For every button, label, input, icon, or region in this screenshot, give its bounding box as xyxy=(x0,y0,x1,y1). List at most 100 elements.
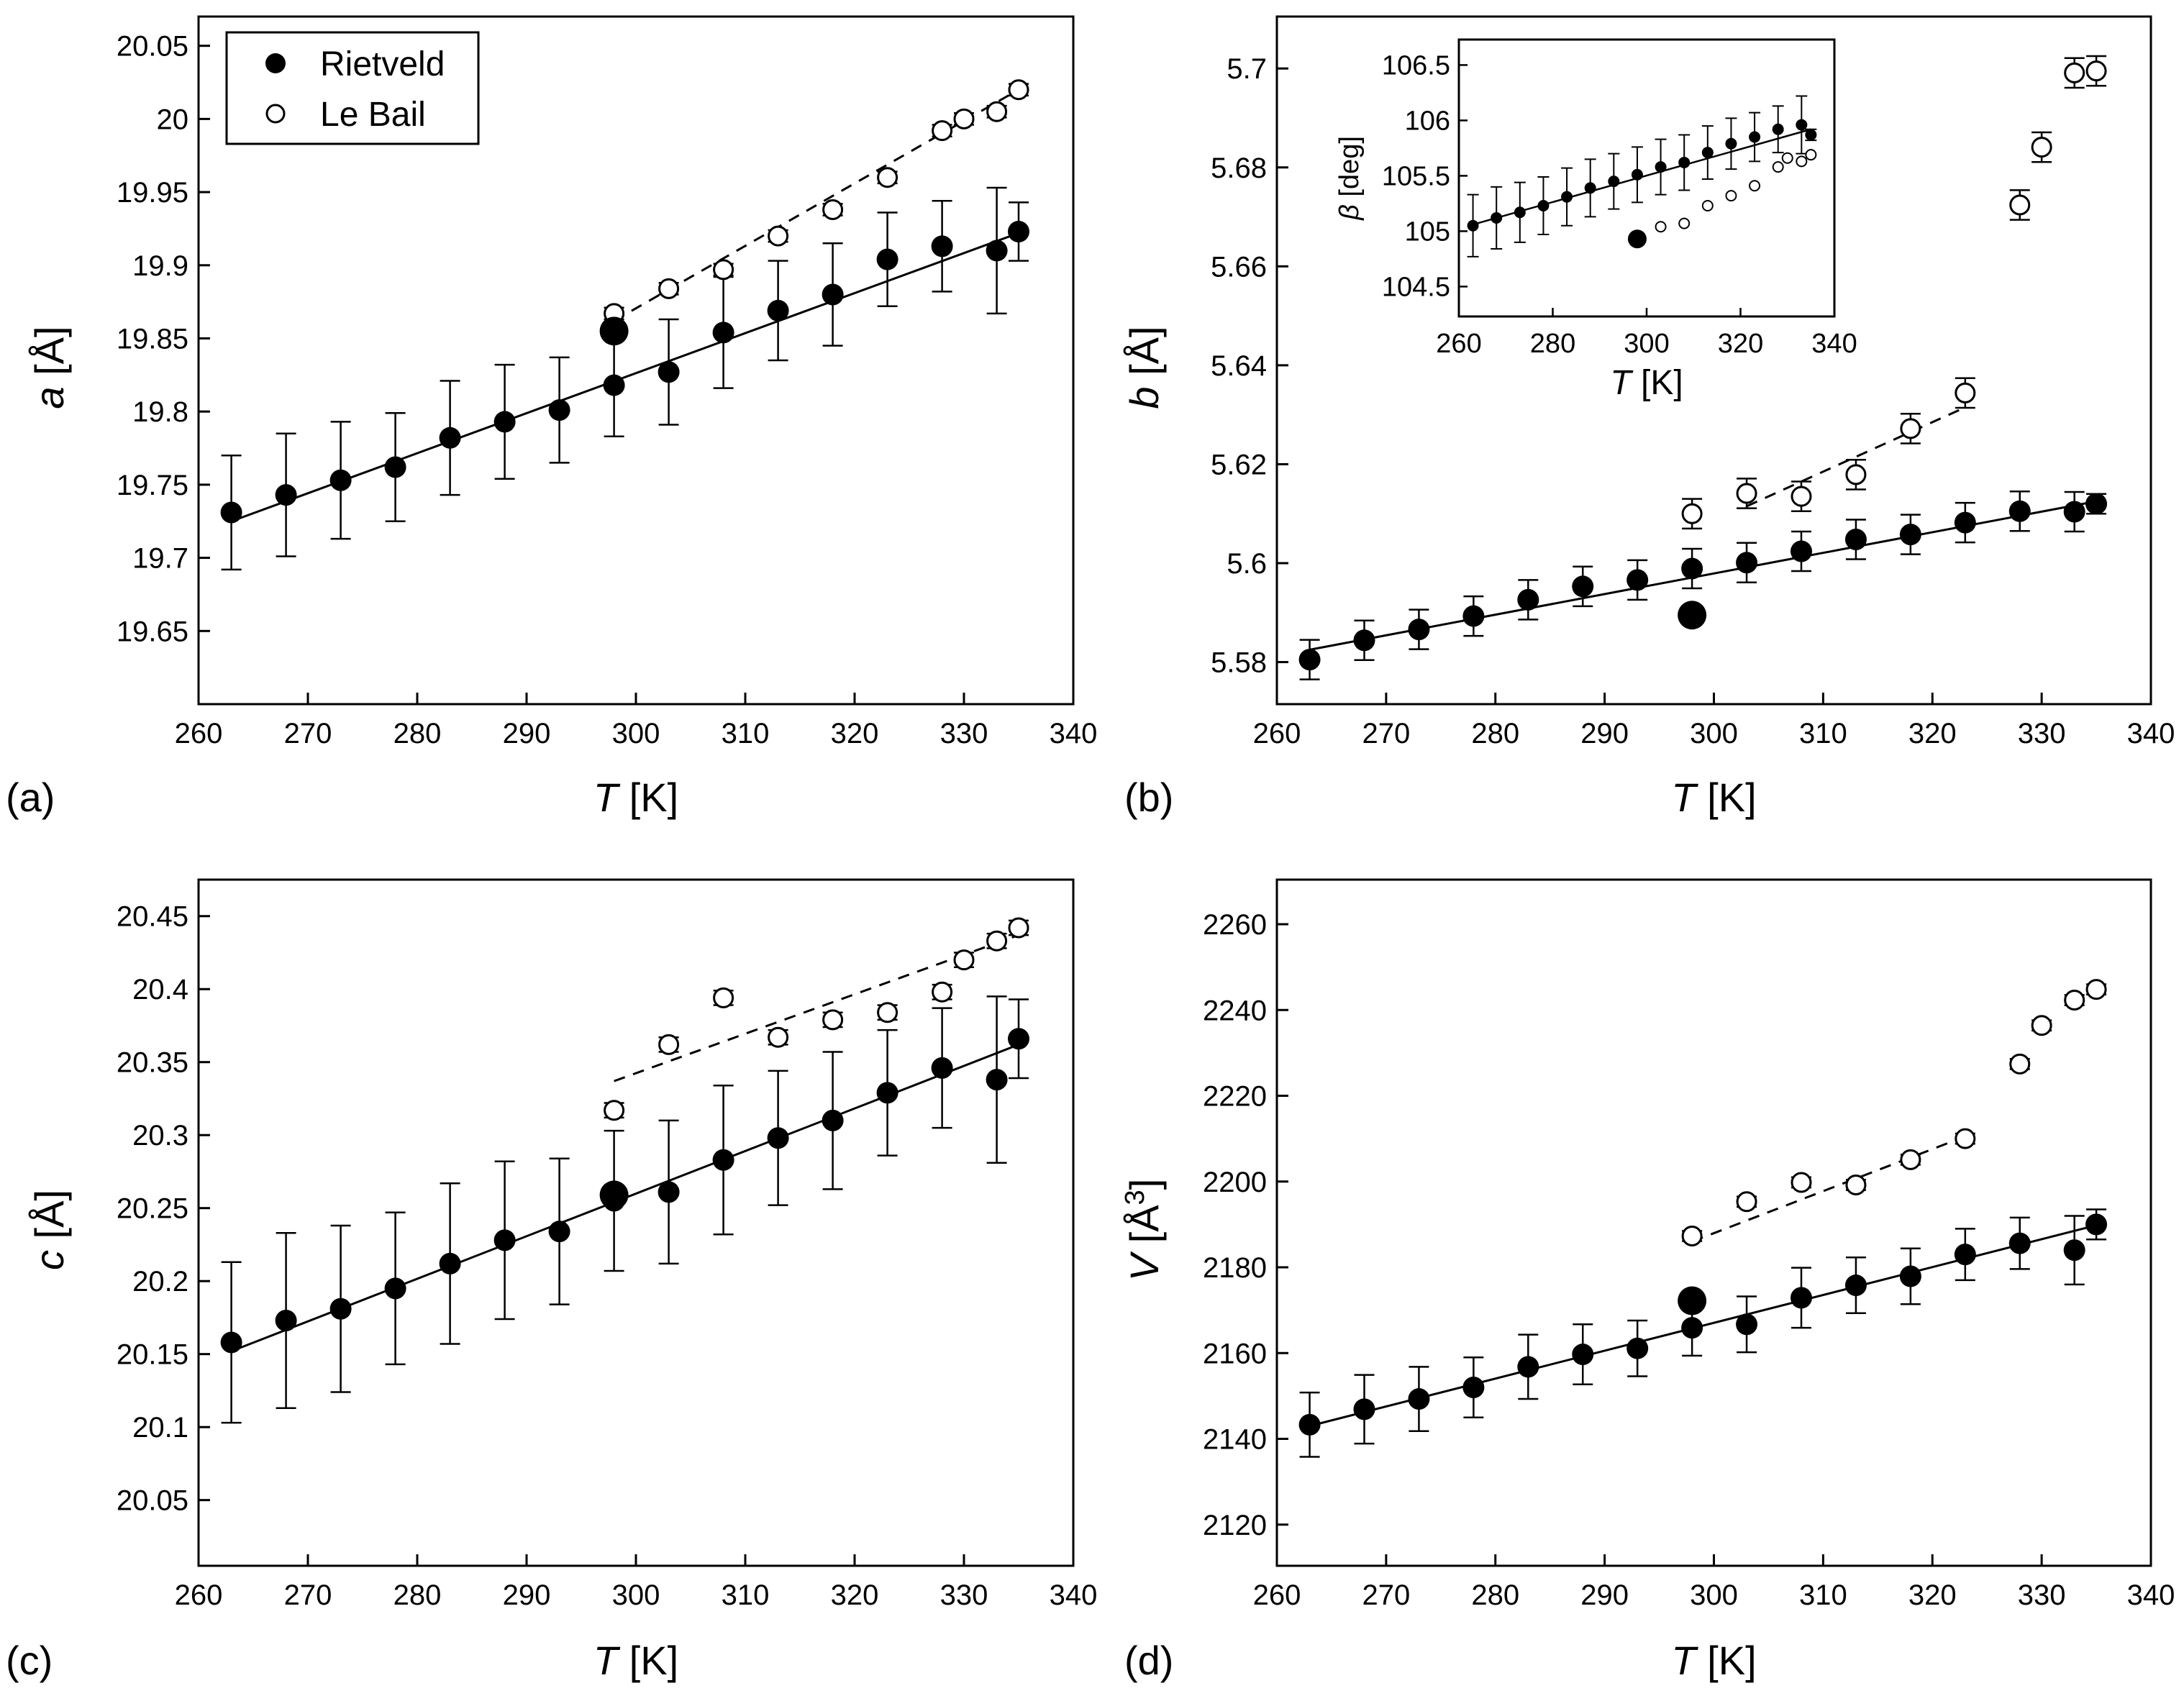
panel-d-rietveld-point xyxy=(1954,1244,1976,1266)
panel-d-single-point xyxy=(1678,1286,1707,1315)
panel-c-y-tick-label: 20.1 xyxy=(132,1412,188,1444)
panel-a-x-tick-label: 300 xyxy=(612,718,660,749)
panel-a-y-tick-label: 19.75 xyxy=(117,470,188,501)
inset-x-tick-label: 260 xyxy=(1436,329,1481,359)
panel-d-lebail-point xyxy=(1736,1191,1757,1213)
panel-a-lebail-point xyxy=(932,120,953,142)
panel-d-rietveld-point xyxy=(2085,1213,2108,1236)
panel-b-rietveld-point xyxy=(2063,501,2085,523)
panel-d-x-tick-label: 330 xyxy=(2018,1579,2066,1611)
panel-c-x-tick-label: 260 xyxy=(175,1579,223,1611)
panel-b-rietveld-point xyxy=(1353,629,1375,652)
panel-c-lebail-point xyxy=(822,1009,844,1031)
inset-y-axis-label: β [deg] xyxy=(1334,136,1365,221)
panel-c-y-tick-label: 20.05 xyxy=(117,1485,188,1517)
panel-a-lebail-point xyxy=(713,259,734,281)
panel-d-x-tick-label: 340 xyxy=(2127,1579,2175,1611)
panel-b-rietveld-point xyxy=(2085,493,2108,515)
panel-c-x-tick-label: 270 xyxy=(284,1579,332,1611)
panel-c-x-tick-label: 340 xyxy=(1050,1579,1098,1611)
inset-lebail-point xyxy=(1781,152,1793,164)
panel-a-lebail-point xyxy=(986,101,1008,122)
inset-lebail-point xyxy=(1725,190,1737,202)
panel-a-lebail-point xyxy=(953,108,975,129)
panel-a-lebail-point xyxy=(1008,79,1029,101)
panel-c-y-tick-label: 20.4 xyxy=(132,974,188,1005)
panel-d-y-tick-label: 2200 xyxy=(1203,1167,1267,1198)
panel-a-lebail-point xyxy=(658,278,680,299)
panel-d-rietveld-point xyxy=(1517,1356,1539,1378)
inset-single-point xyxy=(1627,229,1647,249)
panel-b-single-point xyxy=(1678,601,1707,630)
panel-c-panel-label: (c) xyxy=(6,1638,53,1683)
inset-rietveld-point xyxy=(1772,123,1784,135)
inset-x-tick-label: 300 xyxy=(1624,329,1669,359)
panel-b-x-tick-label: 300 xyxy=(1690,718,1738,749)
panel-b-lebail-point xyxy=(2085,60,2107,82)
panel-d-rietveld-point xyxy=(1408,1388,1430,1410)
panel-a-x-tick-label: 340 xyxy=(1050,718,1098,749)
panel-a-y-tick-label: 20 xyxy=(157,104,189,135)
panel-a: 260 270 280 290 300 310 320 330 340 19.65 19.7 19.7… xyxy=(6,15,1098,820)
panel-b-lebail-point xyxy=(1736,483,1757,504)
inset-rietveld-point xyxy=(1631,168,1643,181)
panel-c-rietveld-point xyxy=(329,1298,352,1320)
inset-lebail-point xyxy=(1772,161,1784,173)
inset-lebail-point xyxy=(1796,155,1808,168)
panel-a-x-tick-label: 290 xyxy=(503,718,551,749)
legend-lebail-marker xyxy=(265,104,286,124)
inset-rietveld-point xyxy=(1678,156,1691,168)
panel-d-y-tick-label: 2220 xyxy=(1203,1081,1267,1113)
panel-c-rietveld-point xyxy=(275,1309,297,1331)
panel-d-lebail-point xyxy=(1845,1175,1867,1196)
panel-b-x-tick-label: 260 xyxy=(1253,718,1301,749)
panel-d-panel-label: (d) xyxy=(1124,1638,1173,1683)
panel-d-lebail-point xyxy=(1681,1225,1703,1246)
inset-y-tick-label: 106 xyxy=(1405,106,1450,136)
panel-a-x-tick-label: 280 xyxy=(393,718,442,749)
panel-d-y-tick-label: 2120 xyxy=(1203,1510,1267,1541)
panel-d: 260 270 280 290 300 310 320 330 340 2120 2140 2160 2… xyxy=(1120,878,2175,1683)
panel-c-rietveld-point xyxy=(822,1109,844,1131)
panel-d-y-axis-label: V [Å3] xyxy=(1120,1179,1167,1282)
panel-b-rietveld-point xyxy=(1462,605,1485,627)
panel-b-rietveld-point xyxy=(1517,588,1539,611)
panel-a-rietveld-point xyxy=(658,361,680,383)
panel-d-y-tick-label: 2180 xyxy=(1203,1252,1267,1284)
panel-b-x-tick-label: 280 xyxy=(1471,718,1519,749)
panel-c-y-tick-label: 20.25 xyxy=(117,1193,188,1225)
panel-b-rietveld-point xyxy=(1572,575,1594,598)
panel-a-lebail-point xyxy=(877,167,898,188)
panel-a-x-tick-label: 320 xyxy=(831,718,879,749)
panel-a-x-tick-label: 310 xyxy=(722,718,770,749)
inset-lebail-point xyxy=(1655,221,1667,233)
panel-d-y-tick-label: 2140 xyxy=(1203,1424,1267,1456)
inset-rietveld-point xyxy=(1537,200,1550,211)
panel-b-lebail-point xyxy=(1900,418,1921,439)
panel-b-rietveld-point xyxy=(1954,511,1976,534)
panel-a-panel-label: (a) xyxy=(6,775,55,820)
panel-b-y-tick-label: 5.62 xyxy=(1211,449,1267,480)
panel-b-rietveld-point xyxy=(2008,500,2031,522)
panel-d-lebail-point xyxy=(2064,990,2085,1011)
panel-b-rietveld-point xyxy=(1298,649,1321,671)
panel-d-lebail-point xyxy=(2085,979,2107,1000)
panel-c-rietveld-point xyxy=(439,1252,461,1274)
panel-a-rietveld-point xyxy=(493,411,516,433)
inset-rietveld-point xyxy=(1805,129,1817,141)
panel-d-x-tick-label: 300 xyxy=(1690,1579,1738,1611)
panel-c-rietveld-point xyxy=(548,1221,570,1243)
inset-lebail-point xyxy=(1701,200,1714,211)
inset-beta: 260 280 300 320 340 104.5 105 105.5 106 106.5 T [K… xyxy=(1334,38,1857,402)
panel-a-y-tick-label: 19.9 xyxy=(132,250,188,282)
panel-c-y-tick-label: 20.15 xyxy=(117,1339,188,1371)
panel-c-x-tick-label: 300 xyxy=(612,1579,660,1611)
panel-b-rietveld-point xyxy=(1791,540,1812,562)
panel-d-rietveld-point xyxy=(2063,1239,2085,1262)
panel-b-lebail-point xyxy=(2031,137,2052,158)
panel-c: 260 270 280 290 300 310 320 330 340 20.05 20.1 20.1… xyxy=(6,878,1098,1683)
panel-b-lebail-fit-line xyxy=(1746,406,1966,508)
panel-c-y-tick-label: 20.35 xyxy=(117,1047,188,1079)
panel-c-rietveld-point xyxy=(384,1277,406,1300)
